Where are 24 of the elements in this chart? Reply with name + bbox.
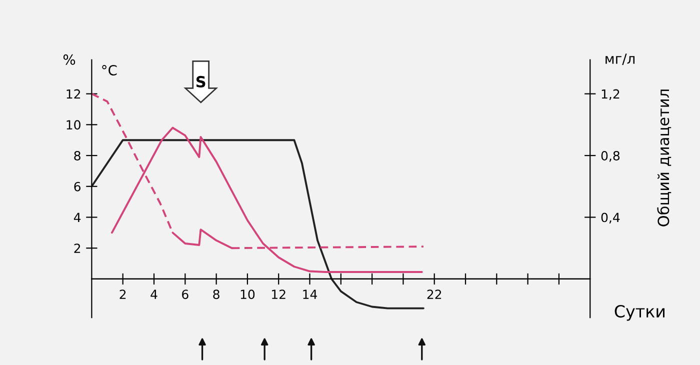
x-tick-label: 6 [182,290,188,300]
line-series [92,139,424,310]
y-tick-label: 10 [66,120,80,130]
y2-tick-label: 0,8 [601,151,620,162]
y2-tick-label: 1,2 [602,89,620,100]
y-tick-label: 2 [74,244,80,253]
y-axis-title: % [63,54,76,65]
x-tick-label: 12 [272,290,286,299]
y-tick-label: 6 [74,182,80,192]
y2-axis-title: Общий диацетил [657,90,672,226]
annotation: S [196,76,206,88]
x-tick-label: 4 [150,290,158,299]
y2-tick-label: 0,4 [601,212,620,224]
x-tick-label: 10 [240,290,255,300]
x-tick-label: 2 [120,290,126,299]
x-tick-label: 8 [213,290,220,300]
x-axis-title: Сутки [614,304,664,321]
x-tick-label: 14 [303,290,317,299]
y-tick-label: 12 [66,89,80,99]
annotation: °C [102,64,117,76]
x-tick-label: 22 [427,290,442,299]
text: мг/л [606,54,635,65]
y-tick-label: 4 [74,212,81,222]
y-tick-label: 8 [74,151,80,160]
